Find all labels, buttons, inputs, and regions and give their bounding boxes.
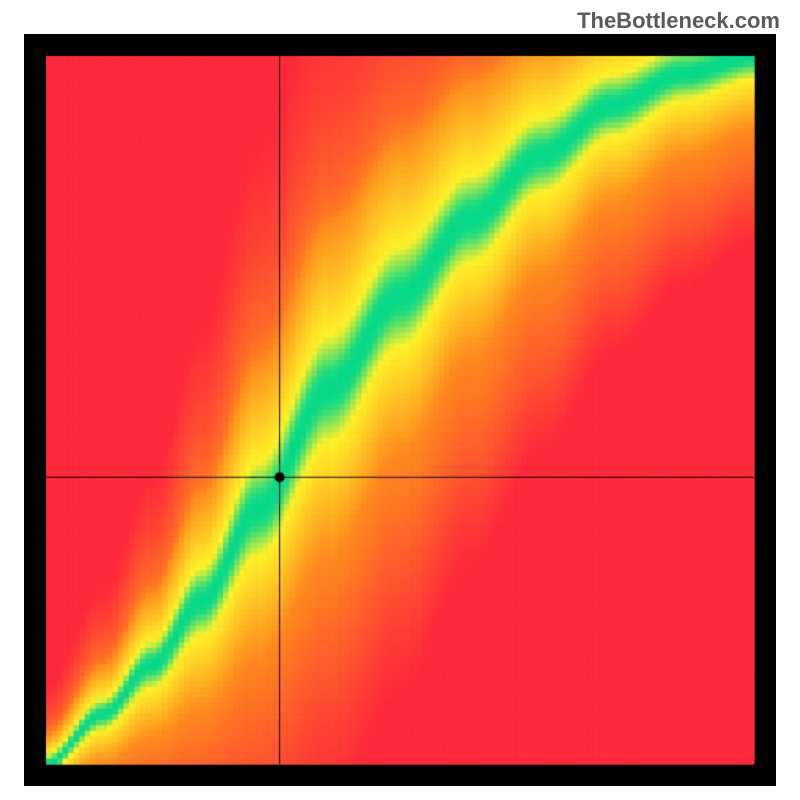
attribution-label: TheBottleneck.com <box>577 8 780 34</box>
heatmap-canvas <box>24 34 776 786</box>
chart-container: TheBottleneck.com <box>0 0 800 800</box>
